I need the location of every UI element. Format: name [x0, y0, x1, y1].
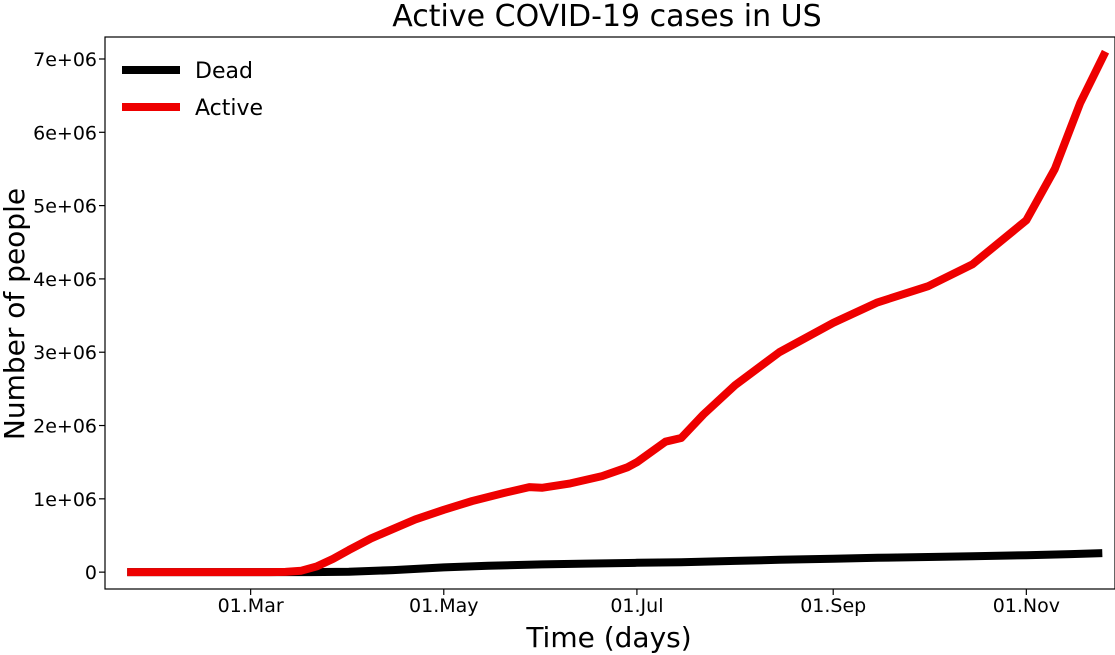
axes-frame — [104, 36, 1115, 590]
series-line-dead — [127, 549, 1103, 577]
y-axis-label: Number of people — [0, 188, 31, 440]
x-tick-label-0: 01.Mar — [218, 595, 284, 617]
legend-label-active: Active — [195, 96, 263, 121]
series-line-active — [127, 49, 1110, 577]
y-tick-label-5: 5e+06 — [33, 196, 97, 218]
y-tick-label-3: 3e+06 — [33, 342, 97, 364]
x-tick-label-2: 01.Jul — [610, 595, 663, 617]
y-tick-label-4: 4e+06 — [33, 269, 97, 291]
legend-label-dead: Dead — [195, 59, 253, 84]
y-tick-label-0: 0 — [85, 562, 97, 584]
y-tick-label-1: 1e+06 — [33, 489, 97, 511]
x-tick-label-1: 01.May — [409, 595, 479, 617]
x-tick-label-4: 01.Nov — [993, 595, 1060, 617]
x-tick-label-3: 01.Sep — [800, 595, 866, 617]
x-axis-label: Time (days) — [525, 621, 691, 654]
plot-area — [127, 49, 1110, 577]
y-tick-label-6: 6e+06 — [33, 122, 97, 144]
y-tick-label-2: 2e+06 — [33, 416, 97, 438]
legend: Dead Active — [122, 59, 263, 121]
chart-title: Active COVID-19 cases in US — [392, 0, 821, 34]
y-tick-label-7: 7e+06 — [33, 49, 97, 71]
